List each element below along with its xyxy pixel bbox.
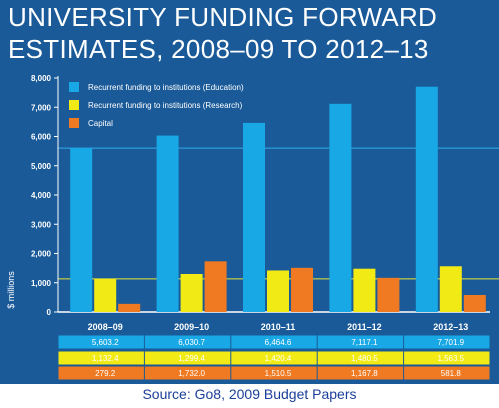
data-table-cell: 7,117.1 bbox=[351, 338, 378, 347]
x-tick-label: 2012–13 bbox=[433, 322, 468, 332]
y-tick-label: 6,000 bbox=[31, 133, 52, 142]
bar bbox=[463, 294, 486, 312]
data-table-row bbox=[57, 365, 491, 381]
bar bbox=[118, 303, 141, 312]
bar bbox=[243, 122, 265, 312]
data-table-cell: 5,603.2 bbox=[92, 338, 119, 347]
data-table-cell: 1,480.5 bbox=[351, 354, 378, 363]
legend-swatch bbox=[69, 100, 79, 110]
data-table-cell: 7,701.9 bbox=[437, 338, 464, 347]
bar bbox=[415, 86, 438, 312]
bar bbox=[291, 267, 313, 312]
source-note: Source: Go8, 2009 Budget Papers bbox=[142, 386, 357, 402]
bar bbox=[94, 278, 117, 312]
x-tick-label: 2008–09 bbox=[88, 322, 123, 332]
bar bbox=[70, 148, 93, 312]
y-tick-label: 7,000 bbox=[31, 103, 52, 112]
legend-label: Capital bbox=[88, 119, 113, 128]
chart-title-line-1: UNIVERSITY FUNDING FORWARD bbox=[8, 2, 438, 32]
data-table-cell: 1,132.4 bbox=[92, 354, 119, 363]
data-table-cell: 1,563.5 bbox=[437, 354, 464, 363]
data-table-cell: 6,464.6 bbox=[265, 338, 292, 347]
data-table-cell: 279.2 bbox=[95, 369, 116, 378]
data-table-row bbox=[57, 334, 491, 350]
bar bbox=[156, 135, 179, 312]
data-table-cell: 1,299.4 bbox=[178, 354, 205, 363]
data-table-cell: 1,420.4 bbox=[265, 354, 292, 363]
bar bbox=[204, 261, 227, 312]
legend-swatch bbox=[69, 82, 79, 92]
data-table-cell: 581.8 bbox=[441, 369, 462, 378]
chart-title-line-2: ESTIMATES, 2008–09 TO 2012–13 bbox=[8, 34, 429, 64]
y-tick-label: 5,000 bbox=[31, 162, 52, 171]
bar bbox=[180, 273, 203, 312]
bar bbox=[439, 266, 462, 312]
data-table-cell: 1,167.8 bbox=[351, 369, 378, 378]
legend-label: Recurrent funding to institutions (Educa… bbox=[88, 83, 244, 92]
data-table-cell: 1,732.0 bbox=[178, 369, 205, 378]
bar bbox=[353, 268, 376, 312]
data-table-cell: 1,510.5 bbox=[265, 369, 292, 378]
y-tick-label: 3,000 bbox=[31, 220, 52, 229]
x-tick-label: 2010–11 bbox=[261, 322, 296, 332]
bar bbox=[267, 270, 289, 312]
bar bbox=[329, 103, 352, 312]
data-table-row bbox=[57, 350, 491, 366]
y-tick-label: 8,000 bbox=[31, 74, 52, 83]
y-tick-label: 4,000 bbox=[31, 191, 52, 200]
x-tick-label: 2009–10 bbox=[174, 322, 209, 332]
y-tick-label: 0 bbox=[47, 308, 52, 317]
chart-svg: 0 1,000 2,000 3,000 4,000 5,000 6,000 7,000 8,00… bbox=[6, 74, 499, 381]
y-tick-label: 2,000 bbox=[31, 250, 52, 259]
y-tick-label: 1,000 bbox=[31, 279, 52, 288]
y-axis-label: $ millions bbox=[6, 271, 16, 309]
legend-label: Recurrent funding to institutions (Resea… bbox=[88, 101, 243, 110]
bar bbox=[377, 277, 400, 312]
legend-swatch bbox=[69, 118, 79, 128]
x-tick-label: 2011–12 bbox=[347, 322, 382, 332]
data-table-cell: 6,030.7 bbox=[178, 338, 205, 347]
